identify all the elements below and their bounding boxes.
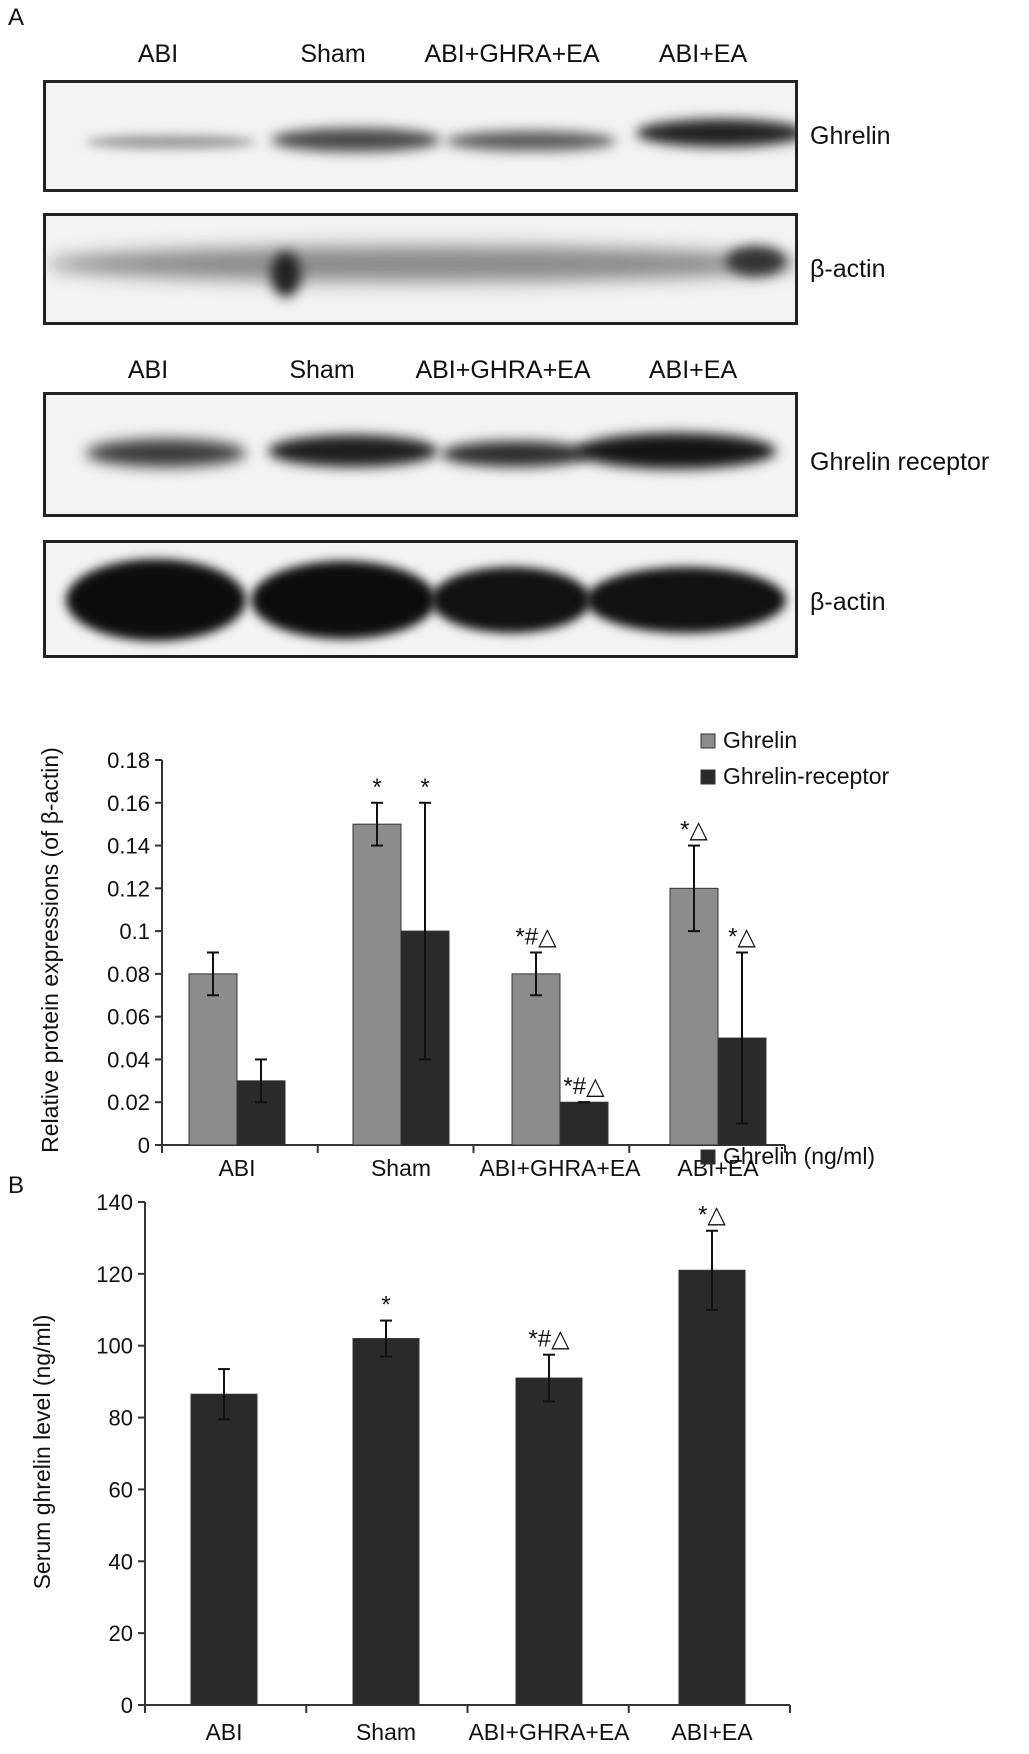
- blot1-lane-label: ABI: [137, 40, 179, 68]
- y-tick-label: 0.08: [107, 962, 150, 987]
- x-category-label: ABI: [205, 1719, 242, 1745]
- blot-band: [271, 252, 301, 297]
- y-tick-label: 0.1: [119, 919, 150, 944]
- blot-band: [726, 246, 786, 276]
- blot2-lane-label: ABI: [127, 356, 169, 384]
- chart-2: 0 20 40 60 80 100 120 140 Serum ghrelin level (n…: [29, 1143, 875, 1745]
- blot-band: [268, 435, 438, 467]
- bar: [669, 887, 719, 1146]
- y-tick-label: 80: [109, 1406, 133, 1431]
- beta-actin-blot-label-2: β-actin: [810, 588, 886, 616]
- ghrelin-blot-label: Ghrelin: [810, 122, 891, 150]
- significance-annotation: *△: [728, 924, 756, 951]
- blot1-lane-label: Sham: [300, 40, 366, 68]
- x-category-label: ABI: [218, 1155, 255, 1181]
- blot2-lane-label: Sham: [289, 356, 355, 384]
- ghrelin-blot-strip: [43, 80, 798, 192]
- blot-band: [86, 439, 246, 467]
- legend-swatch: [700, 1149, 716, 1165]
- legend-label: Ghrelin: [723, 727, 797, 753]
- bar: [188, 973, 238, 1146]
- blot2-lane-label: ABI+GHRA+EA: [415, 356, 591, 384]
- blot-band: [636, 119, 795, 147]
- blot-band: [441, 441, 591, 467]
- significance-annotation: *#△: [528, 1326, 570, 1353]
- panel-b-label: B: [8, 1172, 25, 1199]
- bar: [352, 1338, 420, 1706]
- legend-swatch: [700, 733, 716, 749]
- x-category-label: ABI+GHRA+EA: [468, 1719, 630, 1745]
- blot1-lane-label: ABI+EA: [658, 40, 748, 68]
- blot-band: [271, 128, 441, 152]
- legend-label: Ghrelin (ng/ml): [723, 1143, 875, 1169]
- y-tick-label: 0.16: [107, 791, 150, 816]
- bar: [190, 1393, 258, 1706]
- y-tick-label: 0.06: [107, 1005, 150, 1030]
- bar: [678, 1269, 746, 1706]
- y-tick-label: 0.02: [107, 1090, 150, 1115]
- y-tick-label: 0: [121, 1693, 133, 1718]
- y-tick-label: 20: [109, 1621, 133, 1646]
- y-tick-label: 140: [96, 1190, 133, 1215]
- bar: [515, 1377, 583, 1706]
- y-tick-label: 100: [96, 1334, 133, 1359]
- y-tick-label: 40: [109, 1549, 133, 1574]
- x-category-label: Sham: [371, 1155, 431, 1181]
- panel-a-label: A: [8, 4, 25, 31]
- beta-actin-blot-strip-2: [43, 540, 798, 658]
- bar: [352, 823, 402, 1146]
- blot1-lane-label: ABI+GHRA+EA: [424, 40, 600, 68]
- significance-annotation: *△: [680, 817, 708, 844]
- y-tick-label: 60: [109, 1477, 133, 1502]
- blot-band: [86, 135, 256, 149]
- y-axis-label: Serum ghrelin level (ng/ml): [29, 1315, 55, 1590]
- y-tick-label: 0: [138, 1133, 150, 1158]
- legend-swatch: [700, 769, 716, 785]
- blot-band: [431, 567, 591, 633]
- significance-annotation: *#△: [515, 924, 557, 951]
- blot-band: [586, 567, 786, 633]
- beta-actin-blot-label-1: β-actin: [810, 255, 886, 283]
- ghrelin-receptor-blot-strip: [43, 392, 798, 517]
- x-category-label: Sham: [356, 1719, 416, 1745]
- beta-actin-blot-strip-1: [43, 213, 798, 325]
- blot-band: [46, 246, 795, 282]
- blot-band: [576, 433, 776, 469]
- y-axis-label: Relative protein expressions (of β-actin…: [37, 747, 63, 1153]
- bar: [511, 973, 561, 1146]
- bar: [559, 1101, 609, 1146]
- blot2-lane-label: ABI+EA: [648, 356, 738, 384]
- significance-annotation: *△: [698, 1202, 726, 1229]
- x-category-label: ABI+EA: [671, 1719, 753, 1745]
- y-tick-label: 0.04: [107, 1047, 150, 1072]
- y-tick-label: 0.14: [107, 834, 150, 859]
- blot-band: [251, 561, 436, 639]
- blot-band: [66, 559, 246, 641]
- significance-annotation: *#△: [563, 1073, 605, 1100]
- legend-label: Ghrelin-receptor: [723, 763, 890, 789]
- significance-annotation: *: [420, 774, 429, 801]
- significance-annotation: *: [381, 1292, 390, 1319]
- ghrelin-receptor-blot-label: Ghrelin receptor: [810, 448, 990, 476]
- y-tick-label: 120: [96, 1262, 133, 1287]
- chart-1: 0 0.02 0.04 0.06 0.08 0.1 0.12 0.14 0.16 0.18 Rela…: [37, 727, 890, 1181]
- x-category-label: ABI+GHRA+EA: [479, 1155, 641, 1181]
- x-category-label: ABI+EA: [677, 1155, 759, 1181]
- blot-band: [446, 131, 616, 151]
- y-tick-label: 0.12: [107, 876, 150, 901]
- significance-annotation: *: [372, 774, 381, 801]
- y-tick-label: 0.18: [107, 748, 150, 773]
